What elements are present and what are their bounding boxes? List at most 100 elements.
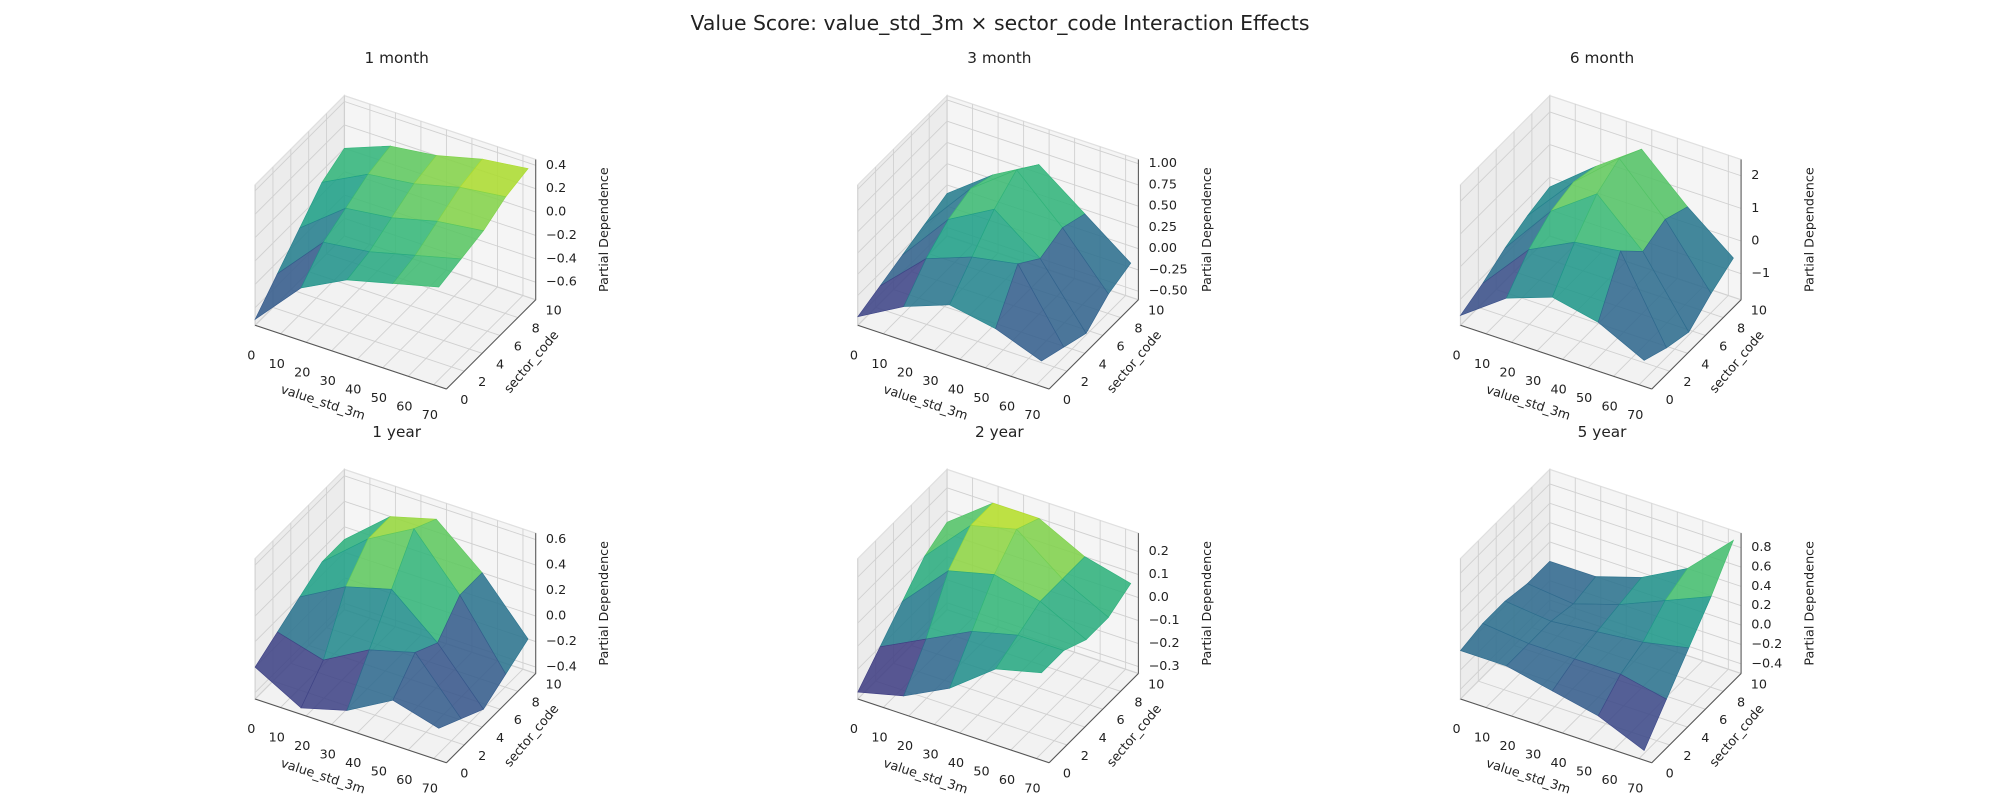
y-tick-label: 8 xyxy=(1737,695,1745,710)
z-tick-label: −0.3 xyxy=(1149,659,1180,674)
z-tick-label: −1 xyxy=(1751,266,1770,281)
z-tick-label: 2 xyxy=(1751,168,1759,183)
x-tick-label: 50 xyxy=(371,391,387,406)
grid-line xyxy=(1549,111,1742,177)
x-tick-label: 0 xyxy=(850,348,858,363)
z-tick-label: 0.2 xyxy=(546,181,566,196)
y-tick-label: 4 xyxy=(1099,731,1107,746)
x-tick-label: 60 xyxy=(1602,773,1618,788)
y-tick-label: 0 xyxy=(1063,393,1071,408)
y-tick-label: 6 xyxy=(1116,713,1124,728)
y-tick-label: 10 xyxy=(1751,304,1767,319)
x-tick-label: 70 xyxy=(422,782,438,797)
x-tick-label: 20 xyxy=(1500,739,1516,754)
x-tick-label: 20 xyxy=(897,365,913,380)
axis-line xyxy=(446,673,537,764)
surface-cell xyxy=(1597,673,1667,752)
x-tick-label: 50 xyxy=(973,765,989,780)
x-tick-label: 30 xyxy=(320,374,336,389)
z-tick-label: −0.2 xyxy=(1149,636,1180,651)
grid-line xyxy=(1036,295,1126,386)
grid-line xyxy=(254,526,345,617)
grid-line xyxy=(1460,176,1551,267)
y-tick-label: 6 xyxy=(1719,713,1727,728)
x-tick-label: 30 xyxy=(320,748,336,763)
subplot: 0102030405060700246810−0.50−0.250.000.25… xyxy=(850,49,1215,424)
z-tick-label: 0.6 xyxy=(1751,560,1771,575)
x-tick-label: 60 xyxy=(396,773,412,788)
z-tick-label: 0.75 xyxy=(1149,177,1177,192)
grid-line xyxy=(254,124,345,215)
axis-line xyxy=(446,299,537,390)
grid-line xyxy=(1638,295,1729,386)
subplot-title: 6 month xyxy=(1570,49,1634,67)
axis-line xyxy=(1460,324,1652,390)
x-tick-label: 50 xyxy=(371,765,387,780)
surface-cell xyxy=(392,651,462,729)
grid-line xyxy=(1460,144,1551,235)
axis-line xyxy=(857,698,1050,764)
x-tick-label: 20 xyxy=(294,365,310,380)
z-axis-label: Partial Dependence xyxy=(597,167,612,292)
z-tick-label: −0.50 xyxy=(1149,284,1188,299)
x-tick-label: 70 xyxy=(1627,782,1643,797)
surface-cell xyxy=(995,263,1065,362)
y-tick-label: 6 xyxy=(1719,339,1727,354)
grid-line xyxy=(1460,541,1551,632)
y-tick-label: 2 xyxy=(1081,749,1089,764)
axis-line xyxy=(1048,673,1139,764)
y-tick-label: 8 xyxy=(1134,695,1142,710)
y-tick-label: 10 xyxy=(1148,304,1164,319)
y-tick-label: 4 xyxy=(496,731,504,746)
x-tick-label: 0 xyxy=(247,348,255,363)
x-tick-label: 30 xyxy=(922,374,938,389)
x-tick-label: 30 xyxy=(922,748,938,763)
y-tick-label: 8 xyxy=(532,695,540,710)
grid-line xyxy=(946,99,1139,165)
x-tick-label: 50 xyxy=(1576,391,1592,406)
x-tick-label: 40 xyxy=(948,382,964,397)
z-tick-label: −0.2 xyxy=(1751,637,1782,652)
z-tick-label: 0.4 xyxy=(546,158,566,173)
z-tick-label: −0.2 xyxy=(546,228,577,243)
y-tick-label: 0 xyxy=(1666,393,1674,408)
x-tick-label: 20 xyxy=(897,739,913,754)
grid-line xyxy=(857,510,948,601)
y-tick-label: 0 xyxy=(1666,767,1674,782)
y-tick-label: 10 xyxy=(545,304,561,319)
x-tick-label: 50 xyxy=(973,391,989,406)
x-tick-label: 30 xyxy=(1525,748,1541,763)
x-tick-label: 60 xyxy=(1602,399,1618,414)
grid-line xyxy=(875,306,1068,372)
subplot: 0102030405060700246810−0.3−0.2−0.10.00.1… xyxy=(850,423,1215,798)
x-tick-label: 60 xyxy=(999,773,1015,788)
axis-line xyxy=(1651,673,1742,764)
subplot-title: 1 month xyxy=(365,49,429,67)
x-tick-label: 70 xyxy=(1627,408,1643,423)
grid-line xyxy=(407,286,498,377)
x-tick-label: 40 xyxy=(345,756,361,771)
grid-line xyxy=(1460,483,1551,574)
grid-line xyxy=(946,120,1139,186)
axis-line xyxy=(857,324,1050,390)
grid-line xyxy=(344,475,536,540)
z-tick-label: 0.0 xyxy=(546,609,566,624)
z-tick-label: 0.4 xyxy=(546,558,566,573)
grid-line xyxy=(857,120,948,211)
x-tick-label: 20 xyxy=(1500,365,1516,380)
z-tick-label: 1.00 xyxy=(1149,156,1177,171)
z-axis-label: Partial Dependence xyxy=(1802,541,1817,666)
grid-line xyxy=(1010,660,1101,751)
z-axis-label: Partial Dependence xyxy=(1802,167,1817,292)
x-tick-label: 50 xyxy=(1576,765,1592,780)
x-tick-label: 40 xyxy=(345,382,361,397)
grid-line xyxy=(857,487,948,578)
grid-line xyxy=(857,99,948,190)
grid-line xyxy=(857,163,948,254)
subplot-title: 2 year xyxy=(975,423,1024,441)
x-tick-label: 70 xyxy=(422,408,438,423)
grid-line xyxy=(1036,668,1126,759)
z-axis-label: Partial Dependence xyxy=(597,541,612,666)
